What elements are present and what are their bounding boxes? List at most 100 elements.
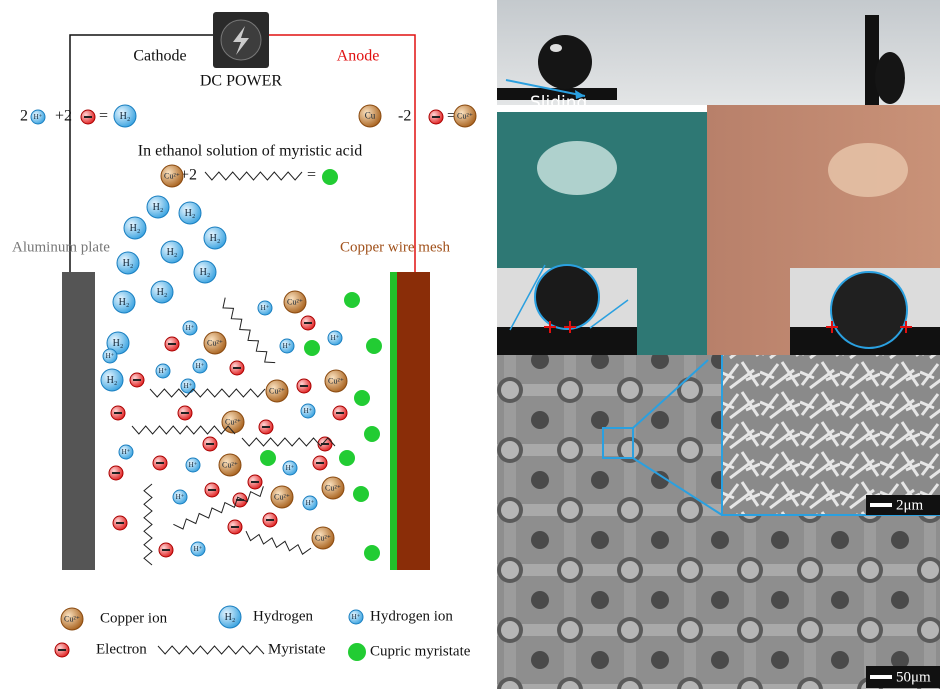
particle-symbol: H₂ (113, 338, 124, 349)
myristate-chain (149, 388, 266, 398)
particle (203, 226, 227, 250)
cupric-myristate (353, 486, 369, 502)
cupric-myristate (344, 292, 360, 308)
particle (311, 526, 335, 550)
particle-symbol: H₂ (167, 247, 178, 258)
particle (324, 369, 348, 393)
droplet (875, 52, 905, 104)
contact-marker (544, 321, 576, 333)
cupric-myristate (364, 545, 380, 561)
particle-symbol: H₂ (123, 258, 134, 269)
particle-symbol: H⁺ (331, 334, 340, 342)
particle-symbol: H⁺ (176, 493, 185, 501)
particle (172, 489, 188, 505)
particle (190, 541, 206, 557)
scale-box (866, 666, 940, 688)
particle (218, 605, 242, 629)
particle-symbol: H₂ (130, 223, 141, 234)
myristate-chain (245, 530, 312, 555)
scale-label: 2μm (896, 497, 924, 513)
droplet (828, 143, 908, 197)
anode-label: Anode (337, 48, 380, 65)
particle (160, 240, 184, 264)
aluminum-label: Aluminum plate (12, 239, 110, 255)
particle-symbol: H⁺ (186, 324, 195, 332)
zoom-line (632, 457, 723, 516)
cupric-myristate (354, 390, 370, 406)
particle (192, 358, 208, 374)
particle-symbol: Cu²⁺ (457, 111, 473, 120)
particle-symbol: H₂ (200, 267, 211, 278)
particle-symbol: H⁺ (34, 113, 43, 121)
particle-symbol: Cu²⁺ (328, 376, 344, 385)
scale-box (866, 495, 940, 515)
contact-marker (826, 321, 912, 333)
particle (146, 195, 170, 219)
droplet (830, 271, 908, 349)
particle (321, 476, 345, 500)
tangent-line (589, 299, 629, 329)
particle-symbol: H⁺ (283, 342, 292, 350)
particle-symbol: H⁺ (261, 304, 270, 312)
particle (113, 104, 137, 128)
particle (283, 290, 307, 314)
particle (218, 453, 242, 477)
particle (106, 331, 130, 355)
particle-symbol: H⁺ (352, 613, 361, 621)
copper-mesh (397, 272, 430, 570)
particle (327, 330, 343, 346)
particle (182, 320, 198, 336)
particle-symbol: H₂ (185, 208, 196, 219)
sem-inset (722, 355, 940, 515)
particle (221, 410, 245, 434)
eq-plus: +2 (55, 108, 72, 125)
aluminum-plate (62, 272, 95, 570)
eq-plus: +2 (180, 167, 197, 184)
substrate (497, 327, 637, 355)
sliding-label: Sliding (530, 93, 587, 113)
myristate-chain (157, 645, 265, 655)
cupric-myristate (339, 450, 355, 466)
particle-symbol: H₂ (119, 297, 130, 308)
sliding-arrowhead (575, 90, 585, 99)
copper-mesh-label: Copper wire mesh (340, 239, 450, 255)
particle (358, 104, 382, 128)
cupric-myristate (366, 338, 382, 354)
particle-symbol: H⁺ (159, 367, 168, 375)
cupric-myristate (304, 340, 320, 356)
particle-symbol: Cu²⁺ (269, 386, 285, 395)
particle-symbol: H⁺ (189, 461, 198, 469)
myristate-chain (204, 171, 303, 181)
legend-label: Copper ion (100, 610, 168, 626)
particle (112, 290, 136, 314)
particle-symbol: Cu²⁺ (287, 297, 303, 306)
particle-symbol: Cu²⁺ (207, 338, 223, 347)
particle (453, 104, 477, 128)
myristate-chain (173, 486, 264, 530)
droplet (538, 35, 592, 89)
particle (155, 363, 171, 379)
anode-wire (268, 34, 416, 272)
legend-label: Myristate (268, 641, 326, 657)
cupric-myristate (364, 426, 380, 442)
cathode-wire (69, 34, 213, 272)
legend-label: Electron (96, 641, 147, 657)
legend-label: Hydrogen ion (370, 608, 453, 624)
particle-symbol: H⁺ (286, 464, 295, 472)
tangent-line (509, 264, 546, 331)
cupric-myristate (322, 169, 338, 185)
eq-equals: = (99, 108, 108, 125)
particle-symbol: H₂ (153, 202, 164, 213)
sliding-arrow (505, 79, 586, 97)
particle (348, 609, 364, 625)
particle-symbol: H⁺ (196, 362, 205, 370)
particle-symbol: Cu²⁺ (325, 483, 341, 492)
schematic: Cathode DC POWER Anode 2 +2 = -2 = In et… (12, 12, 471, 659)
particle-symbol: Cu (365, 111, 376, 121)
particle (102, 348, 118, 364)
photo-panel: Sliding 2μm 50μm (497, 0, 940, 689)
particle-symbol: Cu²⁺ (164, 171, 180, 180)
particle-symbol: H⁺ (184, 382, 193, 390)
cupric-myristate (348, 643, 366, 661)
